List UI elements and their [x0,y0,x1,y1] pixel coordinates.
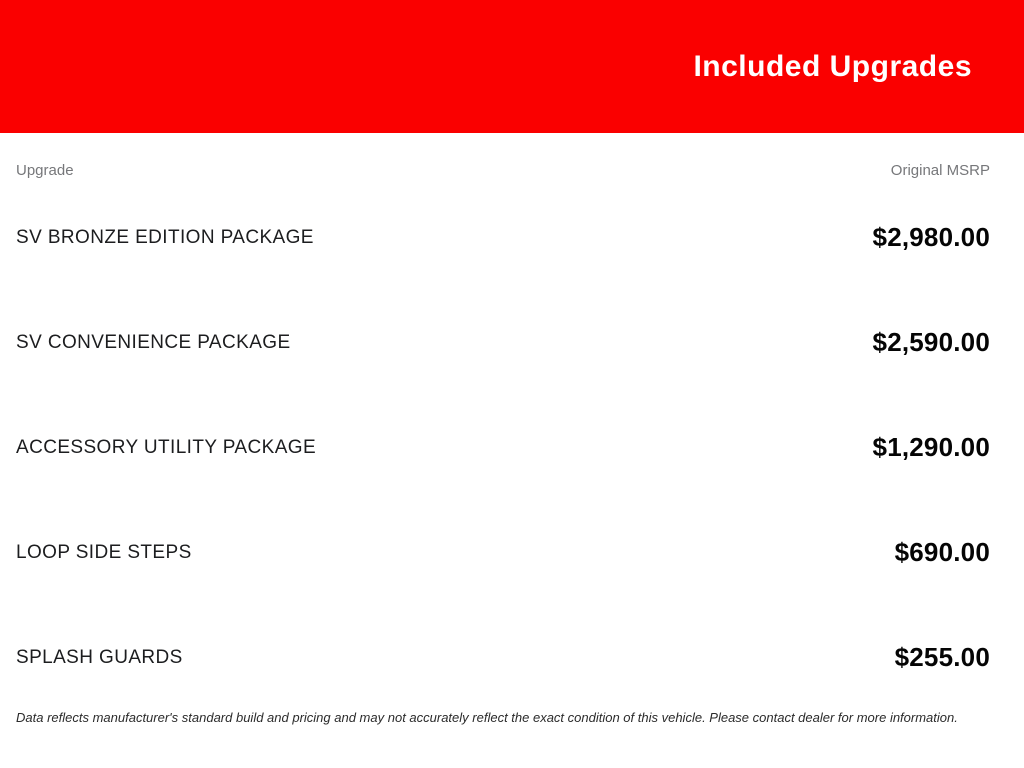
upgrade-msrp-price: $1,290.00 [872,432,990,462]
table-row: ACCESSORY UTILITY PACKAGE $1,290.00 [16,395,990,500]
upgrade-rows: SV BRONZE EDITION PACKAGE $2,980.00 SV C… [16,185,990,710]
upgrade-name: SV BRONZE EDITION PACKAGE [16,226,314,248]
upgrade-name: LOOP SIDE STEPS [16,541,192,563]
upgrades-content: Upgrade Original MSRP SV BRONZE EDITION … [0,155,1024,726]
table-row: SV CONVENIENCE PACKAGE $2,590.00 [16,290,990,395]
upgrade-msrp-price: $255.00 [894,642,990,672]
upgrade-msrp-price: $2,980.00 [872,222,990,252]
disclaimer-text: Data reflects manufacturer's standard bu… [16,710,958,725]
upgrade-msrp-price: $690.00 [894,537,990,567]
upgrade-name: SV CONVENIENCE PACKAGE [16,331,291,353]
header-banner: Included Upgrades [0,0,1024,133]
column-header-original-msrp: Original MSRP [890,161,990,179]
upgrade-name: SPLASH GUARDS [16,646,183,668]
page-title: Included Upgrades [693,49,972,83]
upgrade-msrp-price: $2,590.00 [872,327,990,357]
upgrade-name: ACCESSORY UTILITY PACKAGE [16,436,317,458]
table-row: LOOP SIDE STEPS $690.00 [16,500,990,605]
table-column-headers: Upgrade Original MSRP [16,155,990,185]
table-row: SPLASH GUARDS $255.00 [16,605,990,710]
column-header-upgrade: Upgrade [16,161,74,179]
table-row: SV BRONZE EDITION PACKAGE $2,980.00 [16,185,990,290]
